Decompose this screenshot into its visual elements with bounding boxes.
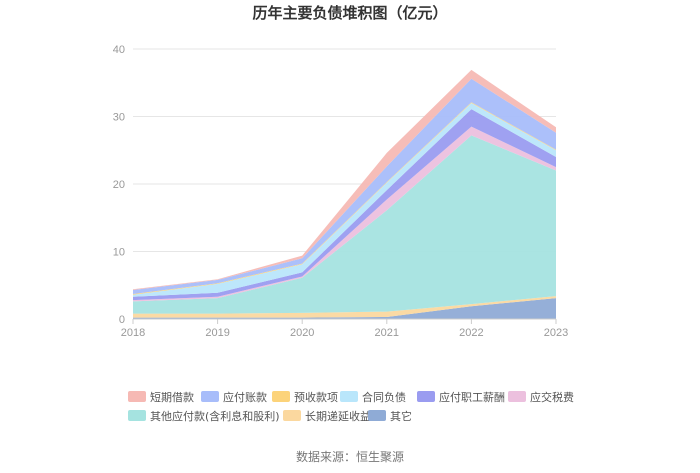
legend-item[interactable]: 短期借款 [128,390,194,404]
legend-item[interactable]: 长期递延收益 [283,409,371,423]
legend-swatch [272,391,290,402]
legend-item[interactable]: 合同负债 [340,390,406,404]
legend-swatch [283,410,301,421]
x-tick-label: 2018 [121,327,145,339]
area-series-2[interactable] [133,135,556,314]
y-tick-label: 20 [113,179,125,191]
legend-label: 合同负债 [362,390,406,404]
legend-label: 其它 [390,409,412,423]
legend-item[interactable]: 预收款项 [272,390,338,404]
legend-item[interactable]: 应付职工薪酬 [417,390,505,404]
legend-label: 应付职工薪酬 [439,390,505,404]
x-tick-label: 2019 [205,327,229,339]
legend-swatch [417,391,435,402]
x-tick-label: 2021 [375,327,399,339]
data-source: 数据来源：恒生聚源 [296,449,404,464]
area-series-1[interactable] [133,296,556,318]
legend-label: 应交税费 [530,390,574,404]
y-tick-label: 40 [113,44,125,56]
legend-label: 长期递延收益 [305,409,371,423]
legend-label: 预收款项 [294,390,338,404]
legend-label: 其他应付款(含利息和股利) [150,409,280,423]
x-tick-label: 2020 [290,327,314,339]
legend-swatch [128,410,146,421]
y-tick-label: 10 [113,247,125,259]
area-series-group [133,69,556,319]
legend-item[interactable]: 其它 [368,409,412,423]
axes: 0 10 20 30 40 2018 2019 2020 2021 2022 2023 [113,44,568,339]
legend-swatch [128,391,146,402]
x-tick-label: 2023 [544,327,568,339]
legend-item[interactable]: 应付账款 [201,390,267,404]
legend-item[interactable]: 其他应付款(含利息和股利) [128,409,280,423]
legend-swatch [368,410,386,421]
legend-swatch [340,391,358,402]
legend-item[interactable]: 应交税费 [508,390,574,404]
y-tick-label: 30 [113,112,125,124]
legend-label: 应付账款 [223,390,267,404]
legend-label: 短期借款 [150,390,194,404]
area-series-0[interactable] [133,298,556,319]
legend-swatch [201,391,219,402]
chart-title: 历年主要负债堆积图（亿元） [252,4,447,22]
legend-swatch [508,391,526,402]
x-tick-label: 2022 [459,327,483,339]
y-tick-label: 0 [119,314,125,326]
